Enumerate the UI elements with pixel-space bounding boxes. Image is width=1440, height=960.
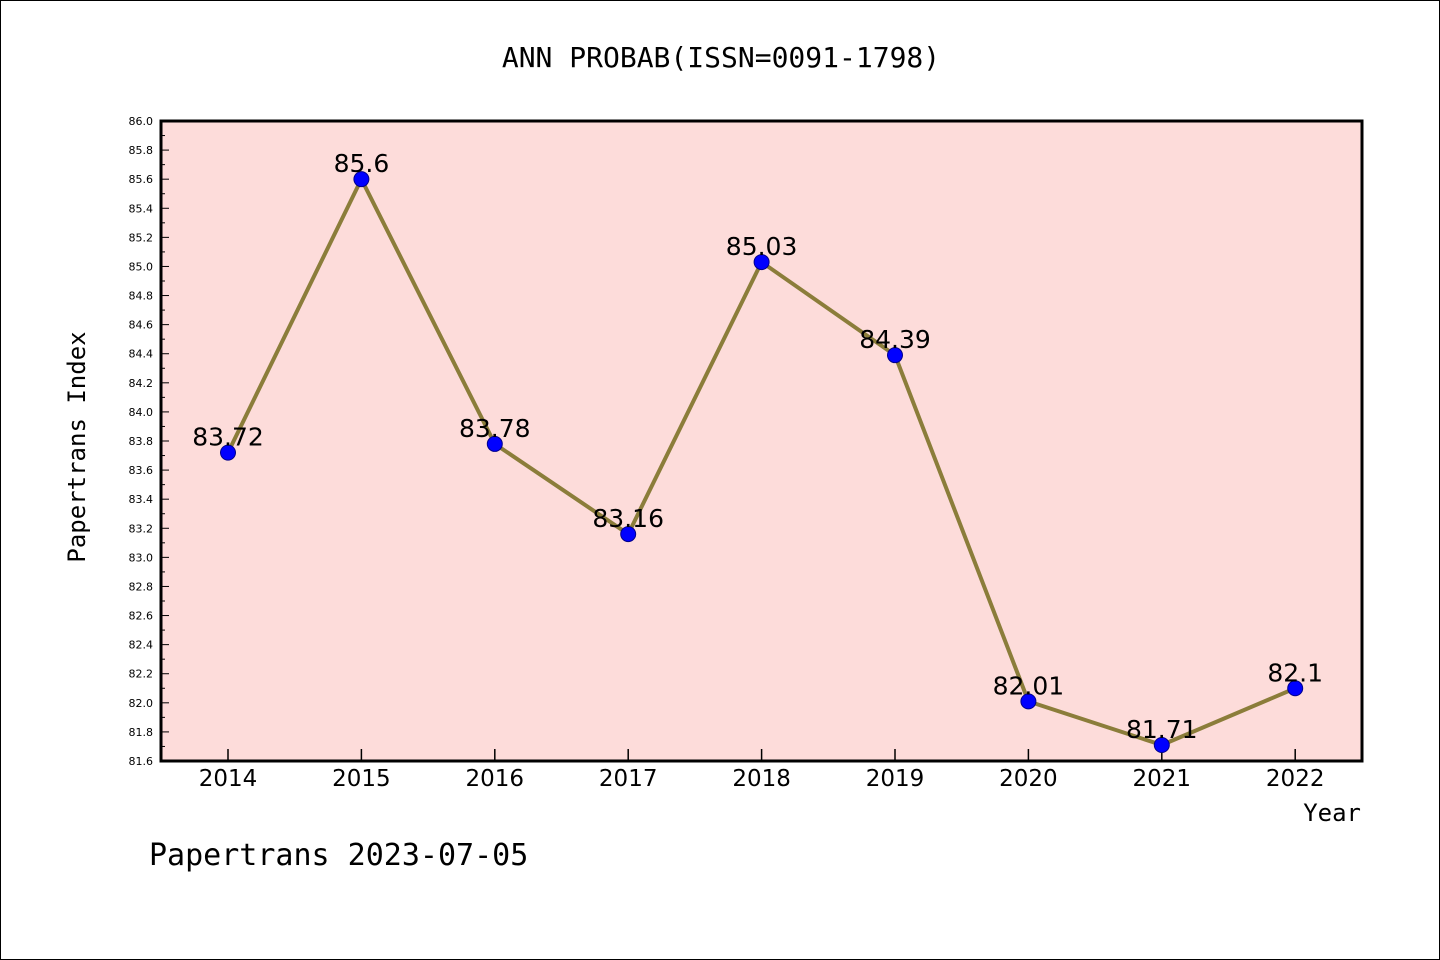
y-tick-label: 84.6 (129, 319, 154, 332)
data-point (1287, 680, 1304, 697)
data-label: 83.16 (592, 504, 664, 533)
footer-text: Papertrans 2023-07-05 (149, 838, 528, 873)
data-label: 82.01 (993, 671, 1065, 700)
data-labels: 83.72 85.6 83.78 83.16 85.03 84.39 82.01 81.71 8… (192, 149, 1323, 744)
y-tick-label: 82.4 (129, 639, 154, 652)
data-point (353, 171, 370, 188)
data-label: 85.03 (726, 232, 798, 261)
data-point (1020, 693, 1037, 710)
data-point (753, 254, 770, 271)
data-label: 84.39 (859, 325, 931, 354)
plot-frame (159, 119, 1364, 763)
data-label: 83.72 (192, 423, 264, 452)
x-tick-label: 2014 (199, 766, 258, 792)
y-tick-label: 85.6 (129, 173, 154, 186)
y-tick-label: 86.0 (129, 115, 154, 128)
y-tick-label: 81.8 (129, 726, 154, 739)
data-point (1153, 737, 1170, 753)
x-tick-label: 2022 (1266, 766, 1325, 792)
x-tick-label: 2017 (599, 766, 658, 792)
y-tick-label: 85.2 (129, 231, 154, 244)
y-tick-label: 81.6 (129, 755, 154, 768)
data-label: 81.71 (1126, 715, 1198, 744)
y-tick-label: 85.8 (129, 144, 154, 157)
y-tick-label: 83.4 (129, 493, 154, 506)
x-axis: 2014 2015 2016 2017 2018 2019 2020 2021 2022 (199, 749, 1325, 792)
x-axis-label: Year (1303, 799, 1361, 827)
y-axis-label: Papertrans Index (63, 331, 91, 562)
data-label: 85.6 (334, 149, 390, 178)
y-tick-label: 83.0 (129, 551, 154, 564)
x-tick-label: 2019 (866, 766, 925, 792)
data-point (620, 526, 637, 543)
y-tick-label: 82.2 (129, 668, 154, 681)
y-tick-label: 82.0 (129, 697, 154, 710)
chart-title: ANN PROBAB(ISSN=0091-1798) (502, 41, 940, 74)
y-axis: 81.6 81.8 82.0 82.2 82.4 82.6 82.8 83.0 83.2 83.4… (129, 115, 169, 768)
x-tick-label: 2020 (999, 766, 1058, 792)
x-tick-label: 2018 (732, 766, 791, 792)
x-tick-label: 2021 (1133, 766, 1192, 792)
y-tick-label: 83.8 (129, 435, 154, 448)
y-tick-label: 83.2 (129, 522, 154, 535)
y-tick-label: 82.8 (129, 580, 154, 593)
x-tick-label: 2016 (466, 766, 525, 792)
y-tick-label: 84.2 (129, 377, 154, 390)
data-label: 83.78 (459, 414, 531, 443)
y-tick-label: 85.0 (129, 260, 154, 273)
y-tick-label: 82.6 (129, 610, 154, 623)
y-tick-label: 84.4 (129, 348, 154, 361)
y-tick-label: 84.0 (129, 406, 154, 419)
plot-area (161, 121, 1362, 761)
data-points (220, 171, 1304, 753)
data-label: 82.1 (1267, 658, 1323, 687)
data-point (220, 444, 236, 461)
y-tick-label: 84.8 (129, 290, 154, 303)
y-tick-label: 85.4 (129, 202, 154, 215)
data-point (887, 347, 903, 364)
y-tick-label: 83.6 (129, 464, 154, 477)
x-tick-label: 2015 (332, 766, 391, 792)
data-point (486, 435, 503, 452)
